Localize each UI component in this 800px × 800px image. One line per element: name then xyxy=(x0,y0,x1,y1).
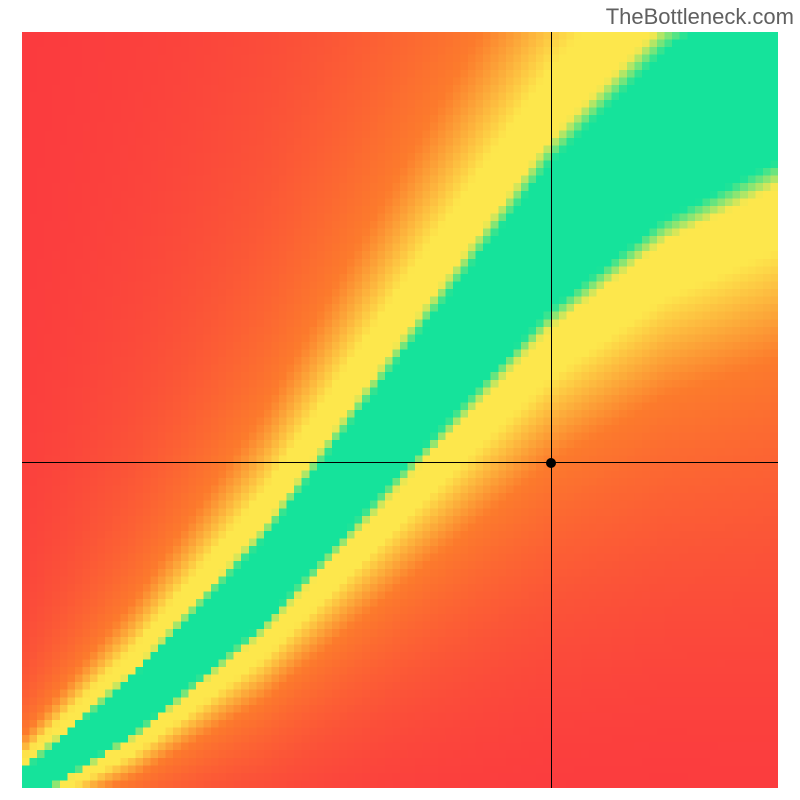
watermark-text: TheBottleneck.com xyxy=(606,4,794,30)
crosshair-horizontal xyxy=(22,462,778,463)
crosshair-dot xyxy=(546,458,556,468)
chart-container: TheBottleneck.com xyxy=(0,0,800,800)
heatmap-canvas xyxy=(22,32,778,788)
crosshair-vertical xyxy=(551,32,552,788)
